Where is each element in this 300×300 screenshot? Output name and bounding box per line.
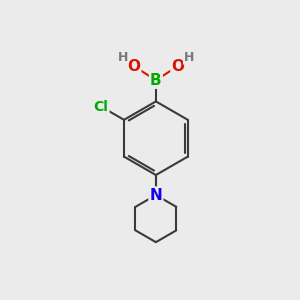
Text: N: N <box>149 188 162 202</box>
Text: H: H <box>184 51 194 64</box>
Text: O: O <box>172 58 184 74</box>
Text: O: O <box>127 58 140 74</box>
Text: H: H <box>117 51 128 64</box>
Text: B: B <box>150 73 162 88</box>
Text: Cl: Cl <box>94 100 109 114</box>
